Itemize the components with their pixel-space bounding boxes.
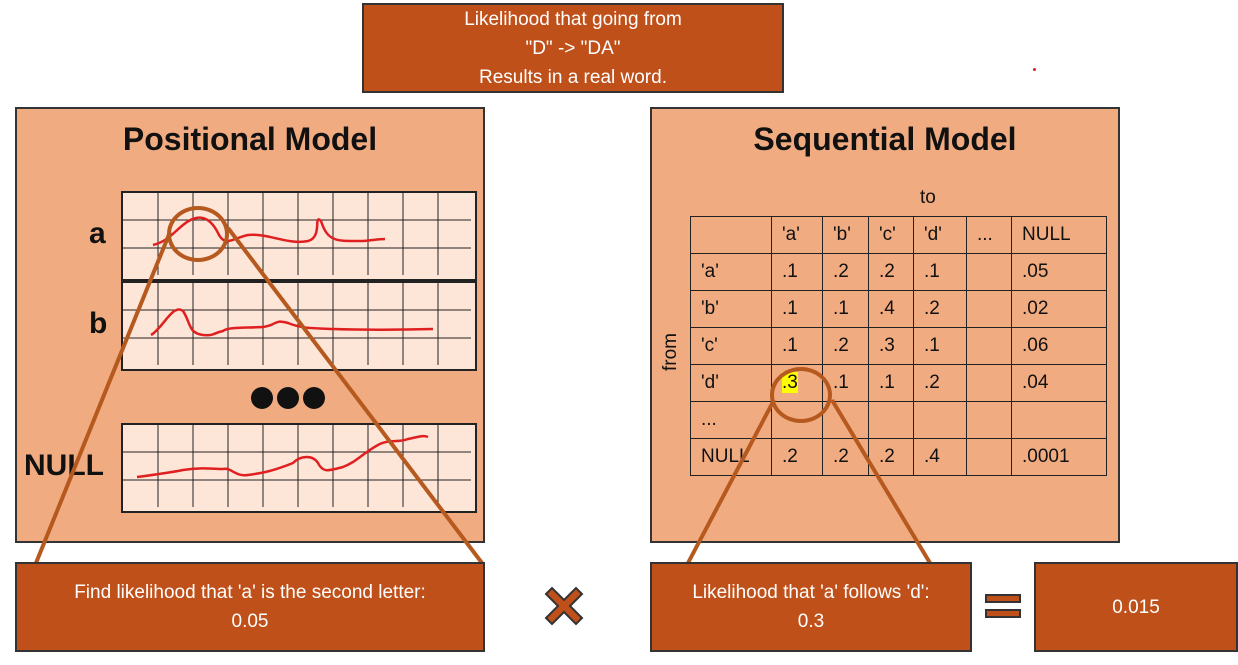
table-row: 'd' .3 .1 .1 .2 .04 xyxy=(690,364,1107,402)
positional-model-panel: Positional Model a b NULL xyxy=(15,107,485,543)
table-row: NULL .2 .2 .2 .4 .0001 xyxy=(690,438,1107,476)
table-row: 'b' .1 .1 .4 .2 .02 xyxy=(690,290,1107,328)
graph-null xyxy=(121,423,477,513)
table-cell: .06 xyxy=(1011,327,1107,365)
table-cell xyxy=(1011,401,1107,439)
table-cell: .0001 xyxy=(1011,438,1107,476)
table-cell: .2 xyxy=(913,364,967,402)
row-header: 'd' xyxy=(690,364,772,402)
row-label-b: b xyxy=(89,307,108,340)
row-header: 'c' xyxy=(690,327,772,365)
positional-likelihood-value: 0.05 xyxy=(231,611,269,632)
row-header: ... xyxy=(690,401,772,439)
table-corner-cell xyxy=(690,216,772,254)
table-cell: .4 xyxy=(913,438,967,476)
table-cell xyxy=(966,290,1012,328)
ellipsis-dots xyxy=(251,385,331,411)
table-cell xyxy=(913,401,967,439)
table-cell xyxy=(966,253,1012,291)
row-label-a: a xyxy=(89,217,106,250)
table-row: 'c' .1 .2 .3 .1 .06 xyxy=(690,327,1107,365)
table-cell: .05 xyxy=(1011,253,1107,291)
from-axis-label: from xyxy=(660,333,681,371)
table-header-row: 'a' 'b' 'c' 'd' ... NULL xyxy=(690,216,1107,254)
table-cell: .2 xyxy=(868,438,914,476)
table-cell xyxy=(966,327,1012,365)
graph-b-svg xyxy=(123,283,471,365)
table-cell xyxy=(966,401,1012,439)
sequential-model-title: Sequential Model xyxy=(753,121,1017,157)
row-label-null: NULL xyxy=(24,449,104,482)
table-cell: .1 xyxy=(771,290,823,328)
top-question-box: Likelihood that going from "D" -> "DA" R… xyxy=(362,3,784,93)
col-header: 'c' xyxy=(868,216,914,254)
multiply-icon xyxy=(540,582,588,630)
table-cell xyxy=(966,438,1012,476)
table-cell: .2 xyxy=(822,438,869,476)
table-cell: .1 xyxy=(822,290,869,328)
stray-dot xyxy=(1033,68,1036,71)
table-cell: .02 xyxy=(1011,290,1107,328)
table-cell: .1 xyxy=(771,253,823,291)
to-axis-label: to xyxy=(920,187,936,208)
col-header: 'a' xyxy=(771,216,823,254)
table-cell: .3 xyxy=(868,327,914,365)
result-value: 0.015 xyxy=(1112,596,1160,618)
table-cell: .1 xyxy=(868,364,914,402)
positional-likelihood-text: Find likelihood that 'a' is the second l… xyxy=(74,582,426,603)
transition-table: 'a' 'b' 'c' 'd' ... NULL 'a' .1 .2 .2 .1… xyxy=(690,216,1107,476)
equals-icon xyxy=(985,592,1021,622)
table-cell: .1 xyxy=(913,253,967,291)
graph-null-svg xyxy=(123,425,471,507)
table-row: ... xyxy=(690,401,1107,439)
col-header: NULL xyxy=(1011,216,1107,254)
positional-likelihood-box: Find likelihood that 'a' is the second l… xyxy=(15,562,485,652)
table-cell: .2 xyxy=(771,438,823,476)
table-cell: .4 xyxy=(868,290,914,328)
table-cell: .1 xyxy=(913,327,967,365)
table-row: 'a' .1 .2 .2 .1 .05 xyxy=(690,253,1107,291)
table-cell: .2 xyxy=(822,253,869,291)
table-cell: .2 xyxy=(868,253,914,291)
table-cell xyxy=(966,364,1012,402)
sequential-model-panel: Sequential Model to from 'a' 'b' 'c' 'd'… xyxy=(650,107,1120,543)
row-header: NULL xyxy=(690,438,772,476)
table-cell xyxy=(822,401,869,439)
sequential-likelihood-text: Likelihood that 'a' follows 'd': xyxy=(692,582,930,603)
top-line-1: Likelihood that going from xyxy=(464,8,682,30)
table-cell xyxy=(868,401,914,439)
row-header: 'a' xyxy=(690,253,772,291)
top-line-3: Results in a real word. xyxy=(479,66,667,88)
col-header: ... xyxy=(966,216,1012,254)
graph-b xyxy=(121,281,477,371)
highlight-circle-sequential xyxy=(770,367,832,423)
table-cell: .2 xyxy=(913,290,967,328)
positional-model-title: Positional Model xyxy=(122,121,378,157)
row-header: 'b' xyxy=(690,290,772,328)
col-header: 'b' xyxy=(822,216,869,254)
table-cell: .2 xyxy=(822,327,869,365)
sequential-likelihood-box: Likelihood that 'a' follows 'd': 0.3 xyxy=(650,562,972,652)
top-line-2: "D" -> "DA" xyxy=(525,37,621,59)
sequential-likelihood-value: 0.3 xyxy=(797,611,825,632)
result-box: 0.015 xyxy=(1034,562,1238,652)
table-cell: .04 xyxy=(1011,364,1107,402)
col-header: 'd' xyxy=(913,216,967,254)
table-cell: .1 xyxy=(771,327,823,365)
highlight-circle-positional xyxy=(167,206,229,262)
